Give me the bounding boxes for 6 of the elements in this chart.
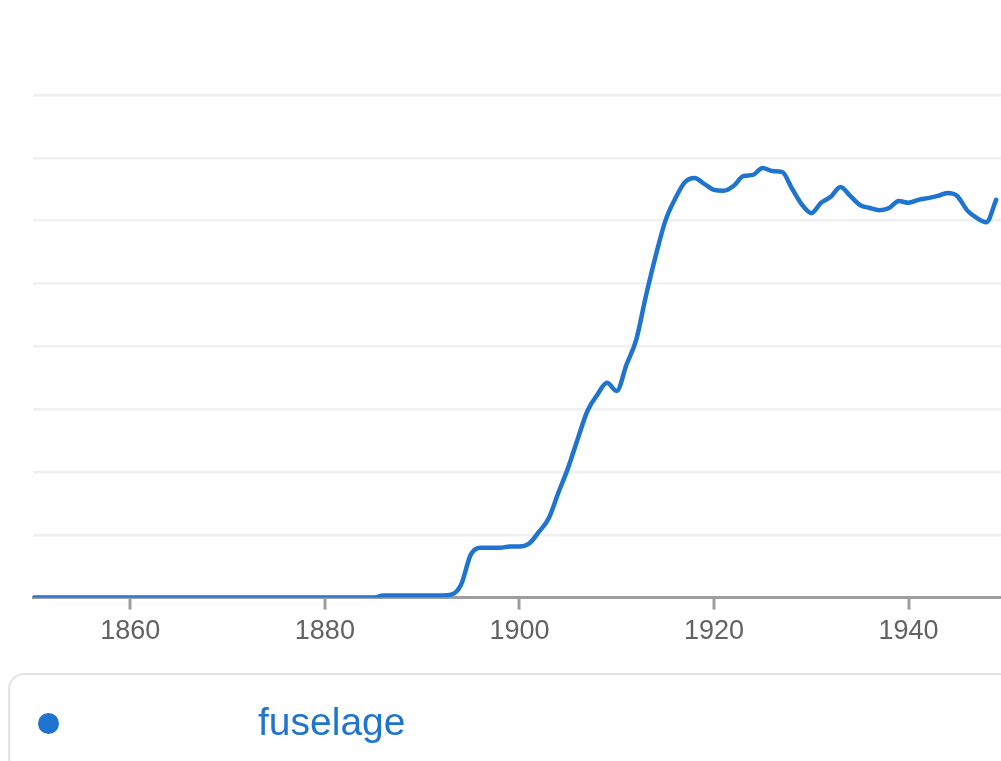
x-tick-label: 1860: [100, 615, 161, 646]
x-tick-label: 1880: [294, 615, 355, 646]
text: fuselage: [258, 699, 406, 745]
x-tick-label: 1900: [489, 615, 550, 646]
x-tick-label: 1940: [878, 615, 939, 646]
x-tick-label: 1920: [683, 615, 745, 646]
